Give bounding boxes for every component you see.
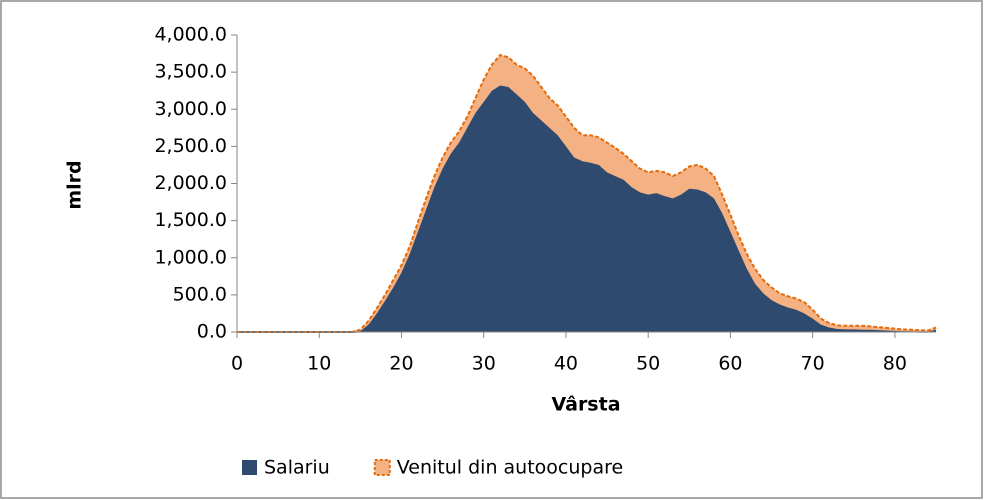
x-tick-label: 0 <box>231 353 243 375</box>
y-tick-label: 4,000.0 <box>154 24 227 46</box>
x-tick-label: 80 <box>883 353 907 375</box>
x-tick-label: 60 <box>718 353 742 375</box>
y-tick-label: 3,000.0 <box>154 98 227 120</box>
y-tick-label: 0.0 <box>197 321 227 343</box>
x-tick-label: 10 <box>307 353 331 375</box>
area-fill <box>237 85 936 333</box>
x-tick-label: 20 <box>389 353 413 375</box>
x-axis-title: Vârsta <box>551 394 620 416</box>
x-tick-label: 30 <box>472 353 496 375</box>
x-tick-label: 50 <box>636 353 660 375</box>
y-axis-title: mlrd <box>64 160 86 209</box>
x-tick-label: 70 <box>801 353 825 375</box>
legend-label: Salariu <box>264 457 330 479</box>
y-tick-label: 1,500.0 <box>154 209 227 231</box>
x-tick-label: 40 <box>554 353 578 375</box>
y-tick-label: 2,000.0 <box>154 172 227 194</box>
y-tick-label: 1,000.0 <box>154 246 227 268</box>
y-tick-label: 2,500.0 <box>154 135 227 157</box>
y-tick-label: 3,500.0 <box>154 61 227 83</box>
legend-swatch <box>242 460 257 475</box>
y-tick-label: 500.0 <box>173 283 227 305</box>
legend-swatch <box>373 459 391 476</box>
legend-label: Venitul din autoocupare <box>397 457 623 479</box>
